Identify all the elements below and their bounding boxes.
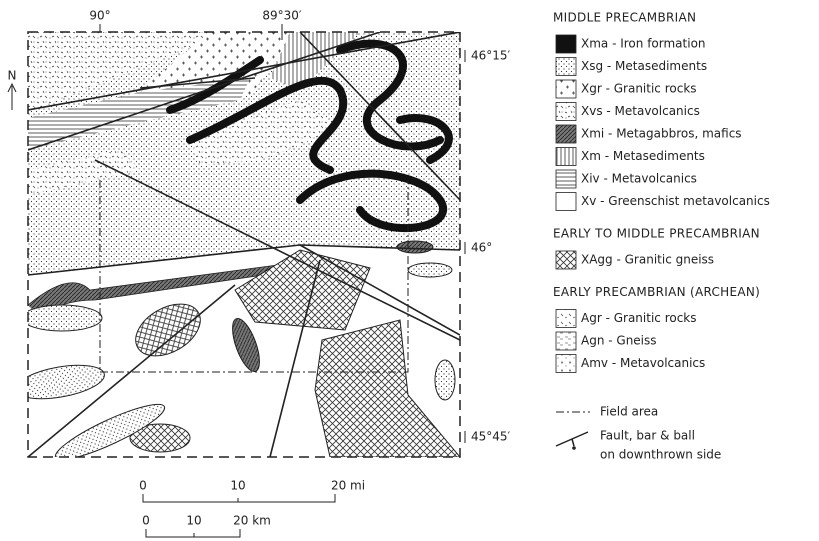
legend-swatch: [555, 169, 577, 189]
gneiss-body: [129, 423, 191, 453]
metasediment-lens: [28, 364, 105, 400]
metasediment-lens: [54, 403, 166, 457]
legend-label: Xm - Metasediments: [581, 149, 705, 163]
gneiss-body: [234, 249, 371, 331]
legend-swatch: [555, 34, 577, 54]
legend-label: Xv - Greenschist metavolcanics: [581, 194, 770, 208]
fault-symbol: [555, 431, 589, 447]
legend-label: XAgg - Granitic gneiss: [581, 253, 714, 267]
legend-label: Xiv - Metavolcanics: [581, 172, 697, 186]
map-frame: [27, 31, 461, 458]
fault-ball: [572, 446, 576, 450]
metavolcanic-area: [28, 32, 230, 112]
legend-swatch: [555, 354, 577, 373]
legend-label: Xgr - Granitic rocks: [581, 82, 697, 96]
mafic-lens: [232, 317, 260, 373]
scale-label: 10: [230, 479, 245, 493]
north-arrow: [7, 82, 17, 110]
latitude-label: 46°: [471, 241, 492, 255]
legend: MIDDLE PRECAMBRIAN Xma - Iron formation Xs…: [553, 11, 770, 373]
scale-label: 20 km: [233, 514, 271, 528]
legend-label: Agr - Granitic rocks: [581, 311, 697, 325]
legend-label: Agn - Gneiss: [581, 334, 657, 348]
scale-label: 10: [186, 514, 201, 528]
legend-label: Field area: [600, 405, 658, 419]
metasediment-lens: [407, 262, 453, 278]
gneiss-body: [314, 319, 460, 457]
legend-label: on downthrown side: [600, 448, 721, 462]
legend-swatch: [555, 124, 577, 144]
legend-section-title: MIDDLE PRECAMBRIAN: [553, 11, 696, 25]
legend-label: Xmi - Metagabbros, mafics: [581, 127, 742, 141]
scale-label: 0: [139, 479, 147, 493]
latitude-label: 45°45′: [471, 430, 511, 444]
iron-formation: [166, 39, 453, 233]
longitude-label: 90°: [89, 9, 110, 23]
legend-section-title: EARLY PRECAMBRIAN (ARCHEAN): [553, 285, 760, 299]
scale-label: 0: [142, 514, 150, 528]
legend-swatch: [555, 309, 577, 328]
scale-bar: [145, 529, 241, 538]
latitude-label: 46°15′: [471, 49, 511, 63]
legend-label: Amv - Metavolcanics: [581, 356, 705, 370]
metasediment-lens: [434, 359, 456, 401]
legend-label: Xvs - Metavolcanics: [581, 104, 700, 118]
legend-swatch: [555, 147, 577, 166]
metavolcanic-lens: [190, 100, 340, 165]
legend-swatch: [555, 57, 577, 76]
legend-swatch: [555, 192, 577, 211]
mafic-lens: [396, 240, 434, 254]
gneiss-body: [135, 303, 201, 357]
longitude-label: 89°30′: [262, 9, 302, 23]
legend-section-title: EARLY TO MIDDLE PRECAMBRIAN: [553, 227, 760, 241]
north-label: N: [8, 69, 17, 83]
legend-label: Xsg - Metasediments: [581, 59, 707, 73]
metavolcanic-lens: [28, 150, 140, 195]
scale-label: 20 mi: [331, 479, 365, 493]
field-area-outline: [99, 180, 409, 373]
legend-lines: Field area Fault, bar & ball on downthro…: [555, 405, 721, 462]
legend-label: Fault, bar & ball: [600, 429, 695, 443]
legend-swatch: [555, 250, 577, 270]
legend-swatch: [555, 102, 577, 121]
scale-km: 0 10 20 km: [142, 514, 271, 538]
legend-label: Xma - Iron formation: [581, 37, 706, 51]
legend-swatch: [555, 79, 577, 99]
legend-swatch: [555, 331, 577, 351]
scale-bar: [142, 494, 336, 503]
scale-mi: 0 10 20 mi: [139, 479, 365, 503]
fault-lines: [28, 32, 460, 457]
metasediment-lens: [28, 304, 103, 332]
latitude-labels: 46°15′ 46° 45°45′: [464, 49, 511, 444]
map-area: [28, 32, 460, 457]
